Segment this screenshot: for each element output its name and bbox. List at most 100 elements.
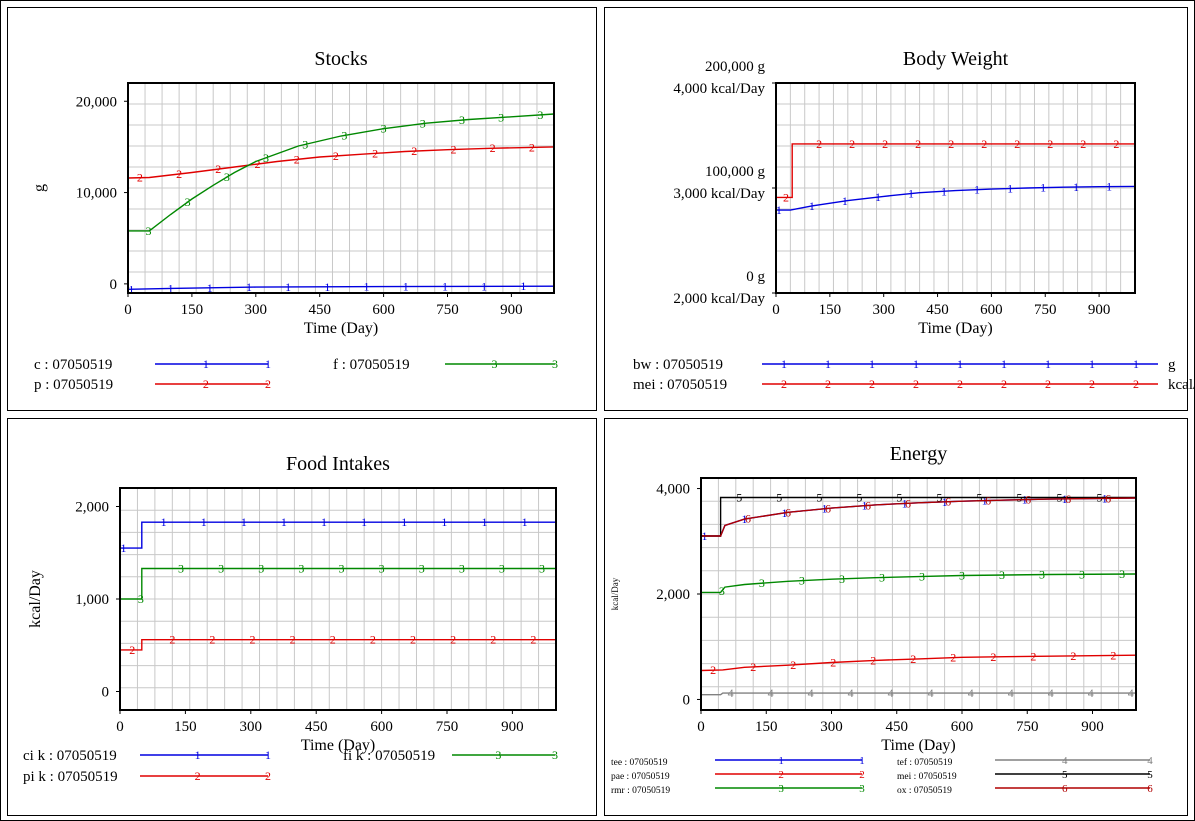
series-marker: 5 — [856, 491, 862, 505]
legend-item: bw : 07050519 1 1 1 1 1 1 1 1 1 g — [633, 357, 1176, 373]
series-marker: 1 — [207, 281, 213, 295]
series-marker: 2 — [783, 190, 789, 204]
series-marker: 2 — [1047, 137, 1053, 151]
series-marker: 3 — [298, 561, 304, 575]
series-marker: 3 — [224, 170, 230, 184]
series-red-2: 2 2 2 2 2 2 2 2 2 2 2 — [128, 140, 554, 185]
x-tick-label: 300 — [245, 302, 268, 318]
x-tick-label: 450 — [305, 719, 328, 735]
series-marker: 2 — [1030, 649, 1036, 663]
series-marker: 2 — [410, 633, 416, 647]
legend-label: f : 07050519 — [333, 357, 410, 373]
series-blue-1: 1 1 1 1 1 1 1 1 1 1 1 — [128, 279, 554, 295]
series-marker: 3 — [218, 561, 224, 575]
series-marker: 3 — [420, 117, 426, 131]
legend-marker: 1 — [859, 755, 865, 767]
series-marker: 3 — [338, 561, 344, 575]
series-line — [120, 567, 556, 600]
x-tick-label: 450 — [308, 302, 331, 318]
series-marker: 3 — [1039, 568, 1045, 582]
series-marker: 3 — [799, 574, 805, 588]
chart-panel-1: Stocks 0 150 300 450 600 750 900 0 10,000 20,000 Ti… — [7, 7, 597, 411]
series-marker: 2 — [830, 655, 836, 669]
series-marker: 3 — [459, 561, 465, 575]
legend-item: mei : 07050519 5 5 — [897, 769, 1153, 782]
legend-marker: 1 — [195, 748, 201, 762]
x-axis-label: Time (Day) — [304, 320, 379, 337]
chart-panel-4: Energy 0 150 300 450 600 750 900 0 2,000 4,000 Time… — [604, 418, 1188, 816]
legend: bw : 07050519 1 1 1 1 1 1 1 1 1 g mei : 07050519 2 2 2… — [633, 357, 1195, 393]
series-marker: 6 — [1025, 493, 1031, 507]
series-marker: 2 — [450, 142, 456, 156]
series-red-2: 2 2 2 2 2 2 2 2 2 2 2 — [701, 648, 1136, 677]
legend-label: c : 07050519 — [34, 357, 112, 373]
series-marker: 3 — [145, 224, 151, 238]
legend: tee : 07050519 1 1 pae : 07050519 2 2 rmr : 07… — [611, 755, 1153, 796]
series-marker: 4 — [1048, 686, 1054, 700]
legend-label: bw : 07050519 — [633, 357, 723, 373]
x-tick-label: 450 — [886, 719, 909, 735]
series-marker: 1 — [1073, 180, 1079, 194]
series-marker: 5 — [816, 491, 822, 505]
legend-item: rmr : 07050519 3 3 — [611, 783, 865, 796]
x-tick-label: 900 — [500, 302, 523, 318]
series-red-2: 2 2 2 2 2 2 2 2 2 2 2 — [120, 633, 556, 657]
x-tick-label: 150 — [819, 302, 842, 318]
legend-marker: 1 — [203, 357, 209, 371]
series-marker: 2 — [1110, 648, 1116, 662]
series-marker: 2 — [915, 137, 921, 151]
x-tick-label: 750 — [1016, 719, 1039, 735]
legend-marker: 3 — [492, 357, 498, 371]
legend-marker: 2 — [825, 377, 831, 391]
series-marker: 3 — [499, 561, 505, 575]
series-marker: 3 — [379, 561, 385, 575]
legend-label: rmr : 07050519 — [611, 786, 670, 796]
legend-marker: 4 — [1062, 755, 1068, 767]
series-marker: 2 — [530, 633, 536, 647]
legend-label: mei : 07050519 — [633, 377, 727, 393]
series-marker: 5 — [776, 491, 782, 505]
y-tick-label: 3,000 kcal/Day — [673, 186, 765, 202]
series-line — [701, 497, 1136, 537]
series-marker: 1 — [1040, 181, 1046, 195]
y-axis-label: kcal/Day — [610, 577, 620, 610]
series-marker: 1 — [974, 183, 980, 197]
series-marker: 1 — [1007, 182, 1013, 196]
series-marker: 3 — [498, 110, 504, 124]
y-axis-label: kcal/Day — [27, 570, 44, 628]
series-line — [776, 143, 1135, 199]
series-blue-1: 1 1 1 1 1 1 1 1 1 1 1 — [120, 515, 556, 555]
legend-item: fi k : 07050519 3 3 — [343, 748, 558, 764]
series-marker: 6 — [985, 494, 991, 508]
series-marker: 3 — [419, 561, 425, 575]
series-marker: 6 — [1105, 491, 1111, 505]
series-marker: 3 — [258, 561, 264, 575]
series-marker: 2 — [215, 162, 221, 176]
series-line — [128, 146, 554, 179]
series-marker: 3 — [719, 584, 725, 598]
series-marker: 2 — [981, 137, 987, 151]
series-marker: 2 — [250, 633, 256, 647]
series-marker: 3 — [919, 570, 925, 584]
series-marker: 3 — [1119, 567, 1125, 581]
series-blue-1: 1 1 1 1 1 1 1 1 1 1 1 — [776, 180, 1135, 217]
series-marker: 1 — [809, 199, 815, 213]
series-marker: 5 — [936, 491, 942, 505]
legend-marker: 1 — [1133, 357, 1139, 371]
legend-marker: 1 — [265, 357, 271, 371]
legend-label: ox : 07050519 — [897, 786, 952, 796]
series-marker: 3 — [381, 122, 387, 136]
series-marker: 4 — [768, 686, 774, 700]
series-marker: 4 — [968, 686, 974, 700]
legend-marker: 5 — [1062, 769, 1068, 781]
x-tick-label: 600 — [370, 719, 393, 735]
series-marker: 1 — [281, 515, 287, 529]
x-tick-label: 300 — [872, 302, 895, 318]
chart-title: Energy — [890, 443, 947, 465]
series-marker: 4 — [808, 686, 814, 700]
series-marker: 2 — [950, 651, 956, 665]
legend-label: tee : 07050519 — [611, 758, 668, 768]
y-tick-label: 0 g — [746, 269, 765, 285]
legend-label: tef : 07050519 — [897, 757, 953, 768]
